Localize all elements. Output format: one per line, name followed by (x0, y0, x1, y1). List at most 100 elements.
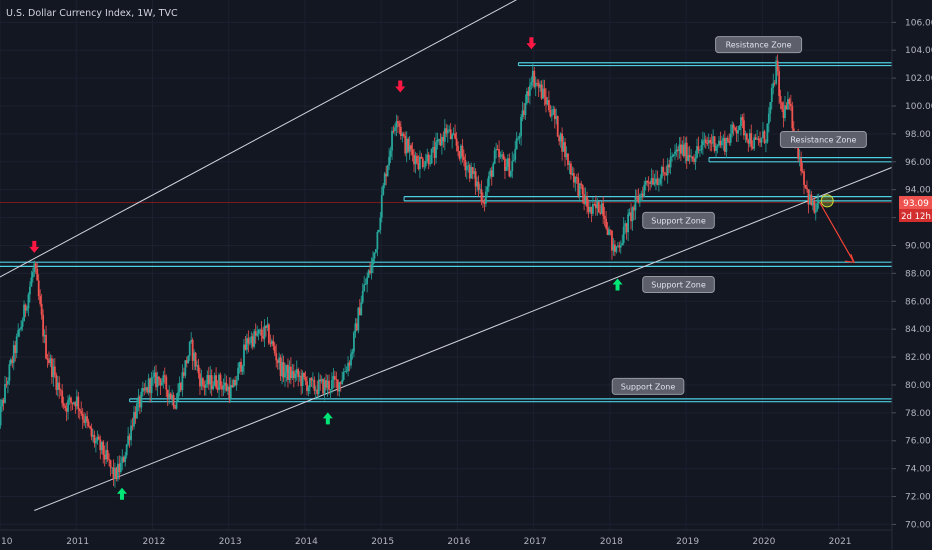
candle-body (146, 387, 149, 393)
candle-body (408, 145, 411, 152)
candle-body (269, 343, 272, 345)
candle-body (405, 138, 408, 154)
candle-body (668, 164, 671, 168)
candle-body (267, 324, 270, 344)
arrow-down-marker (29, 240, 40, 253)
candle-body (185, 360, 188, 364)
price-axis[interactable]: 70.00 72.00 74.00 76.00 78.00 80.00 82.00 84.00… (892, 18, 932, 530)
candle-body (397, 121, 399, 124)
time-tick-label: 2016 (447, 537, 470, 547)
candle-body (505, 166, 508, 171)
candle-body (612, 244, 615, 251)
candle-body (571, 173, 574, 175)
candle-body (2, 399, 5, 403)
candle-body (345, 371, 348, 372)
candle-body (158, 376, 160, 380)
candle-body (363, 284, 366, 291)
candle-body (244, 344, 247, 350)
candle-body (395, 121, 398, 128)
candle-body (131, 425, 134, 427)
candle-body (568, 163, 571, 166)
candle-body (781, 102, 783, 110)
candle-body (800, 158, 802, 172)
candle-body (729, 133, 732, 143)
candle-body (180, 382, 182, 391)
candle-body (353, 332, 355, 352)
candle-body (162, 375, 165, 383)
candle-body (97, 436, 100, 440)
candle-body (386, 165, 389, 177)
candle-body (294, 373, 297, 379)
candle-body (225, 382, 228, 391)
candle-body (745, 133, 748, 141)
candle-body (203, 385, 206, 388)
candle-body (784, 105, 786, 118)
candle-body (521, 110, 524, 117)
candle-body (224, 382, 226, 386)
candle-body (545, 96, 547, 105)
candle-body (407, 138, 410, 152)
candle-body (546, 100, 549, 105)
candle-body (398, 123, 401, 127)
candle-body (72, 402, 75, 405)
candle-body (172, 395, 175, 407)
candle-body (754, 137, 757, 140)
candle-body (533, 70, 536, 87)
candle-body (86, 416, 88, 422)
candle-body (379, 217, 382, 230)
candle-body (285, 364, 288, 373)
candle-body (688, 155, 691, 158)
candle-body (596, 201, 599, 209)
candle-body (257, 329, 260, 334)
candle-body (216, 387, 219, 390)
candle-body (282, 362, 285, 378)
candle-body (552, 109, 555, 115)
candle-body (616, 245, 619, 247)
candle-body (433, 147, 436, 158)
price-tick-label: 100.00 (905, 102, 932, 112)
candle-body (779, 96, 782, 103)
candle-body (78, 409, 81, 411)
candle-body (26, 308, 28, 311)
price-tick-label: 82.00 (905, 353, 931, 363)
candle-body (8, 364, 11, 381)
candle-body (716, 145, 719, 147)
candle-body (344, 371, 347, 373)
candle-body (0, 406, 2, 426)
candle-body (213, 375, 216, 386)
candle-body (354, 323, 357, 333)
candle-body (326, 380, 329, 388)
candle-body (229, 385, 232, 399)
candle-body (14, 345, 17, 353)
candle-body (467, 165, 470, 167)
candle-body (449, 129, 452, 140)
candle-body (29, 286, 31, 295)
candle-body (490, 170, 493, 177)
candle-body (674, 151, 676, 155)
candle-body (462, 156, 465, 161)
candle-body (93, 434, 96, 444)
candle-body (738, 125, 741, 131)
candle-body (722, 138, 725, 142)
candle-body (536, 82, 539, 84)
candle-body (690, 156, 693, 158)
candle-body (709, 140, 712, 143)
candle-body (4, 384, 6, 403)
candle-body (669, 157, 672, 168)
candle-body (335, 379, 338, 380)
candle-body (697, 146, 700, 151)
time-axis[interactable]: 10 2011 2012 2013 2014 2015 2016 2017 2018 2019 20… (1, 537, 852, 547)
candle-body (499, 155, 502, 158)
candle-body (366, 277, 369, 285)
candle-body (1, 399, 3, 407)
candle-body (458, 151, 461, 159)
annotation-label: Support Zone (621, 382, 676, 391)
candle-body (744, 133, 747, 136)
candle-body (473, 171, 476, 174)
candle-body (520, 116, 522, 137)
candle-body (504, 159, 506, 171)
candle-body (284, 372, 286, 378)
candle-body (207, 375, 210, 385)
time-tick-label: 10 (1, 537, 13, 547)
